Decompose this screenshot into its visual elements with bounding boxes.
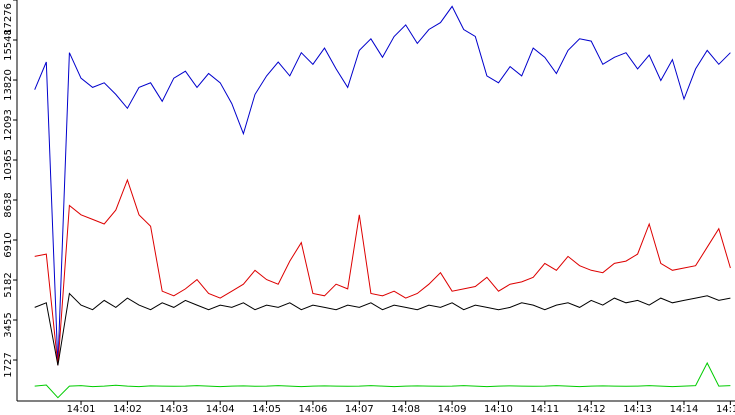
series-line — [34, 292, 731, 366]
x-tick-label: 14:06 — [299, 404, 328, 415]
x-tick-label: 14:02 — [113, 404, 142, 415]
x-tick-label: 14:08 — [391, 404, 420, 415]
y-tick-label: 1727 — [3, 352, 14, 377]
series-line — [34, 178, 731, 366]
x-tick-label: 14:10 — [484, 404, 513, 415]
x-tick-label: 14:01 — [67, 404, 96, 415]
x-tick-label: 14:15 — [716, 404, 735, 415]
y-tick-label: 10365 — [3, 149, 14, 181]
series-line — [34, 361, 731, 399]
y-tick-label: 17276 — [3, 3, 14, 35]
y-tick-label: 8638 — [3, 192, 14, 217]
y-tick-label: 6910 — [3, 232, 14, 257]
x-tick-label: 14:11 — [530, 404, 559, 415]
series-line — [34, 5, 731, 366]
y-tick-label: 13820 — [3, 69, 14, 101]
y-tick-label: 12093 — [3, 109, 14, 141]
x-tick-label: 14:09 — [438, 404, 467, 415]
x-tick-label: 14:05 — [252, 404, 281, 415]
x-tick-label: 14:07 — [345, 404, 374, 415]
x-tick-label: 14:03 — [159, 404, 188, 415]
y-tick-label: 15548 — [3, 29, 14, 61]
x-tick-label: 14:14 — [670, 404, 699, 415]
y-tick-label: 5182 — [3, 272, 14, 297]
x-tick-label: 14:12 — [577, 404, 606, 415]
y-tick-label: 3455 — [3, 312, 14, 337]
x-tick-label: 14:13 — [623, 404, 652, 415]
x-tick-label: 14:04 — [206, 404, 235, 415]
